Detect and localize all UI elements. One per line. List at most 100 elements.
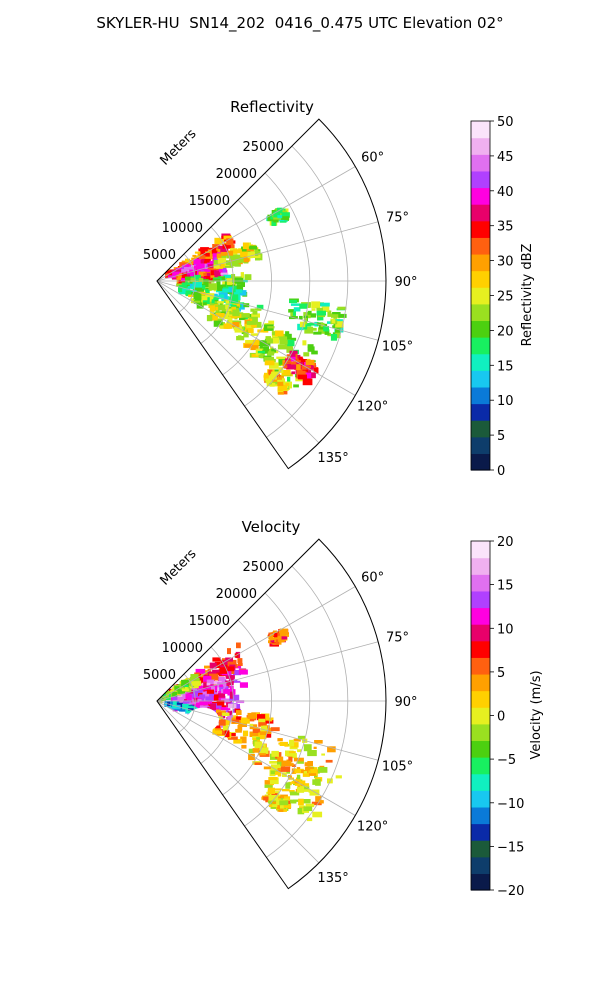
- echo-gate: [185, 290, 192, 297]
- echo-gate: [185, 276, 191, 283]
- range-tick-label: 5000: [143, 668, 176, 683]
- colorbar-swatch: [471, 320, 490, 338]
- echo-gate: [221, 304, 230, 310]
- echo-gate: [243, 332, 249, 338]
- echo-gate: [286, 346, 294, 353]
- reflectivity-grid: [156, 118, 387, 470]
- azimuth-spoke: [156, 700, 379, 761]
- echo-gate: [198, 271, 206, 277]
- echo-gate: [258, 719, 267, 727]
- echo-gate: [228, 317, 233, 325]
- echo-gate: [233, 292, 240, 297]
- echo-gate: [269, 761, 278, 764]
- colorbar-swatch: [471, 253, 490, 272]
- colorbar-tick-label: 5: [497, 429, 505, 444]
- echo-gate: [271, 331, 277, 336]
- echo-gate: [317, 767, 328, 773]
- azimuth-tick-label: 105°: [382, 339, 413, 354]
- echo-gate: [212, 278, 220, 282]
- echo-gate: [263, 374, 269, 381]
- echo-gate: [205, 694, 214, 701]
- echo-gate: [284, 339, 295, 347]
- range-tick-label: 15000: [189, 614, 230, 629]
- echo-gate: [239, 682, 248, 688]
- echo-gate: [208, 681, 218, 689]
- echo-gate: [303, 783, 310, 788]
- echo-gate: [187, 271, 195, 277]
- echo-gate: [244, 274, 252, 280]
- echo-gate: [256, 714, 266, 721]
- echo-gate: [267, 326, 275, 329]
- echo-gate: [222, 712, 230, 716]
- echo-gate: [184, 695, 189, 700]
- echo-gate: [202, 691, 210, 697]
- echo-gate: [217, 725, 225, 728]
- echo-gate: [293, 384, 299, 388]
- echo-gate: [337, 306, 347, 310]
- echo-gate: [281, 216, 290, 220]
- echo-gate: [260, 725, 267, 732]
- echo-gate: [232, 249, 242, 254]
- echo-gate: [310, 768, 318, 776]
- echo-gate: [277, 738, 283, 742]
- colorbar-swatch: [471, 574, 490, 592]
- echo-gate: [237, 658, 243, 664]
- echo-gate: [305, 359, 315, 366]
- range-ring: [222, 199, 272, 376]
- echo-gate: [227, 736, 238, 740]
- echo-gate: [268, 777, 278, 781]
- echo-gate: [318, 327, 328, 334]
- range-ring: [244, 592, 311, 827]
- colorbar-tick-label: 20: [497, 324, 514, 339]
- colorbar-swatch: [471, 541, 490, 559]
- echo-gate: [281, 212, 290, 218]
- echo-gate: [174, 686, 181, 691]
- echo-gate: [299, 303, 308, 309]
- echo-gate: [311, 350, 318, 355]
- echo-gate: [271, 371, 279, 376]
- echo-gate: [196, 291, 206, 296]
- echo-gate: [232, 300, 241, 307]
- echo-gate: [313, 746, 317, 749]
- sector-outline: [156, 538, 387, 890]
- echo-gate: [293, 799, 299, 802]
- echo-gate: [203, 273, 207, 276]
- azimuth-tick-label: 75°: [386, 211, 409, 226]
- azimuth-tick-label: 135°: [317, 871, 348, 886]
- echo-gate: [281, 369, 291, 376]
- echo-gate: [302, 326, 308, 330]
- echo-gate: [209, 316, 218, 321]
- azimuth-tick-label: 120°: [357, 820, 388, 835]
- echo-gate: [289, 751, 296, 755]
- echo-gate: [307, 344, 314, 348]
- echo-gate: [271, 220, 277, 226]
- echo-gate: [255, 249, 259, 256]
- range-tick-label: 20000: [216, 167, 257, 182]
- colorbar-swatch: [471, 590, 490, 609]
- velocity-panel: Velocity 5000 10000 15000 20000 25000 60° 75°…: [143, 518, 544, 899]
- echo-gate: [171, 691, 178, 697]
- echo-gate: [187, 681, 194, 687]
- echo-gate: [303, 771, 308, 774]
- echo-gate: [267, 787, 275, 794]
- echo-gate: [222, 244, 232, 249]
- colorbar-swatch: [471, 823, 490, 841]
- echo-gate: [232, 260, 238, 263]
- echo-gate: [251, 323, 257, 328]
- echo-gate: [201, 283, 211, 288]
- echo-gate: [225, 308, 236, 311]
- reflectivity-title: Reflectivity: [230, 98, 314, 116]
- echo-gate: [223, 235, 232, 240]
- echo-gate: [247, 712, 256, 719]
- echo-gate: [236, 642, 241, 649]
- colorbar-tick-label: 45: [497, 150, 514, 165]
- echo-gate: [208, 701, 213, 705]
- echo-gate: [233, 739, 242, 744]
- colorbar-swatch: [471, 187, 490, 205]
- echo-gate: [199, 701, 209, 705]
- echo-gate: [263, 766, 274, 770]
- echo-gate: [211, 297, 219, 300]
- echo-gate: [271, 727, 280, 732]
- echo-gate: [331, 313, 339, 318]
- echo-gate: [238, 663, 243, 666]
